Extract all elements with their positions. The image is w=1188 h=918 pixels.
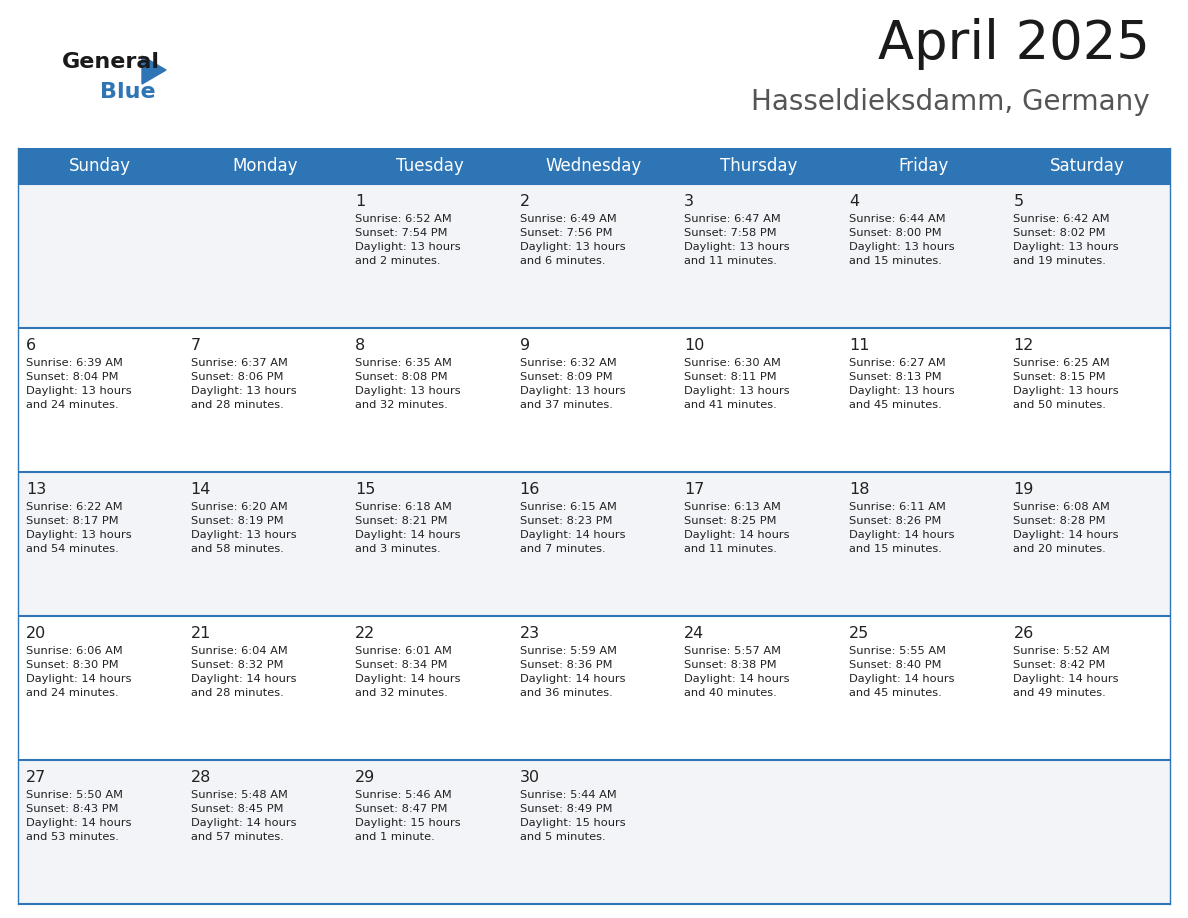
Text: Sunrise: 6:27 AM
Sunset: 8:13 PM
Daylight: 13 hours
and 45 minutes.: Sunrise: 6:27 AM Sunset: 8:13 PM Dayligh… [849,358,954,410]
Bar [18,616,1170,760]
Text: 29: 29 [355,770,375,785]
Text: Sunrise: 6:44 AM
Sunset: 8:00 PM
Daylight: 13 hours
and 15 minutes.: Sunrise: 6:44 AM Sunset: 8:00 PM Dayligh… [849,214,954,266]
Text: Sunrise: 6:39 AM
Sunset: 8:04 PM
Daylight: 13 hours
and 24 minutes.: Sunrise: 6:39 AM Sunset: 8:04 PM Dayligh… [26,358,132,410]
Text: Sunrise: 6:47 AM
Sunset: 7:58 PM
Daylight: 13 hours
and 11 minutes.: Sunrise: 6:47 AM Sunset: 7:58 PM Dayligh… [684,214,790,266]
Text: 17: 17 [684,482,704,497]
Text: 21: 21 [190,626,211,641]
Text: Sunrise: 6:37 AM
Sunset: 8:06 PM
Daylight: 13 hours
and 28 minutes.: Sunrise: 6:37 AM Sunset: 8:06 PM Dayligh… [190,358,296,410]
Text: Sunrise: 6:01 AM
Sunset: 8:34 PM
Daylight: 14 hours
and 32 minutes.: Sunrise: 6:01 AM Sunset: 8:34 PM Dayligh… [355,646,461,698]
Text: 8: 8 [355,338,366,353]
Text: 6: 6 [26,338,36,353]
Text: 13: 13 [26,482,46,497]
Text: 25: 25 [849,626,870,641]
Text: 2: 2 [519,194,530,209]
Text: Hasseldieksdamm, Germany: Hasseldieksdamm, Germany [751,88,1150,116]
Text: Sunrise: 6:08 AM
Sunset: 8:28 PM
Daylight: 14 hours
and 20 minutes.: Sunrise: 6:08 AM Sunset: 8:28 PM Dayligh… [1013,502,1119,554]
Text: 7: 7 [190,338,201,353]
Text: Sunrise: 5:44 AM
Sunset: 8:49 PM
Daylight: 15 hours
and 5 minutes.: Sunrise: 5:44 AM Sunset: 8:49 PM Dayligh… [519,790,625,842]
Text: Sunrise: 5:59 AM
Sunset: 8:36 PM
Daylight: 14 hours
and 36 minutes.: Sunrise: 5:59 AM Sunset: 8:36 PM Dayligh… [519,646,625,698]
Text: Thursday: Thursday [720,157,797,175]
Text: 12: 12 [1013,338,1034,353]
Text: Sunrise: 6:18 AM
Sunset: 8:21 PM
Daylight: 14 hours
and 3 minutes.: Sunrise: 6:18 AM Sunset: 8:21 PM Dayligh… [355,502,461,554]
Text: 5: 5 [1013,194,1024,209]
Text: 26: 26 [1013,626,1034,641]
Text: 27: 27 [26,770,46,785]
Text: General: General [62,52,160,72]
Text: 30: 30 [519,770,539,785]
Text: Saturday: Saturday [1050,157,1125,175]
Text: 1: 1 [355,194,366,209]
Text: Sunrise: 5:57 AM
Sunset: 8:38 PM
Daylight: 14 hours
and 40 minutes.: Sunrise: 5:57 AM Sunset: 8:38 PM Dayligh… [684,646,790,698]
Text: 15: 15 [355,482,375,497]
Text: Sunrise: 6:15 AM
Sunset: 8:23 PM
Daylight: 14 hours
and 7 minutes.: Sunrise: 6:15 AM Sunset: 8:23 PM Dayligh… [519,502,625,554]
Text: Sunrise: 5:46 AM
Sunset: 8:47 PM
Daylight: 15 hours
and 1 minute.: Sunrise: 5:46 AM Sunset: 8:47 PM Dayligh… [355,790,461,842]
Text: Sunrise: 5:50 AM
Sunset: 8:43 PM
Daylight: 14 hours
and 53 minutes.: Sunrise: 5:50 AM Sunset: 8:43 PM Dayligh… [26,790,132,842]
Text: April 2025: April 2025 [878,18,1150,70]
Bar [18,148,1170,184]
Text: Sunrise: 5:52 AM
Sunset: 8:42 PM
Daylight: 14 hours
and 49 minutes.: Sunrise: 5:52 AM Sunset: 8:42 PM Dayligh… [1013,646,1119,698]
Text: 4: 4 [849,194,859,209]
Text: Sunrise: 6:32 AM
Sunset: 8:09 PM
Daylight: 13 hours
and 37 minutes.: Sunrise: 6:32 AM Sunset: 8:09 PM Dayligh… [519,358,625,410]
Bar [18,328,1170,472]
Text: 23: 23 [519,626,539,641]
Text: Friday: Friday [898,157,948,175]
Text: Sunrise: 6:25 AM
Sunset: 8:15 PM
Daylight: 13 hours
and 50 minutes.: Sunrise: 6:25 AM Sunset: 8:15 PM Dayligh… [1013,358,1119,410]
Text: 18: 18 [849,482,870,497]
Text: Sunrise: 6:49 AM
Sunset: 7:56 PM
Daylight: 13 hours
and 6 minutes.: Sunrise: 6:49 AM Sunset: 7:56 PM Dayligh… [519,214,625,266]
Text: 11: 11 [849,338,870,353]
Text: Monday: Monday [232,157,298,175]
Bar [18,472,1170,616]
Text: 28: 28 [190,770,211,785]
Text: Sunrise: 5:55 AM
Sunset: 8:40 PM
Daylight: 14 hours
and 45 minutes.: Sunrise: 5:55 AM Sunset: 8:40 PM Dayligh… [849,646,954,698]
Text: 10: 10 [684,338,704,353]
Text: 9: 9 [519,338,530,353]
Text: Sunrise: 6:42 AM
Sunset: 8:02 PM
Daylight: 13 hours
and 19 minutes.: Sunrise: 6:42 AM Sunset: 8:02 PM Dayligh… [1013,214,1119,266]
Text: 16: 16 [519,482,541,497]
Text: 19: 19 [1013,482,1034,497]
Text: 14: 14 [190,482,211,497]
Text: Sunday: Sunday [69,157,132,175]
Text: Sunrise: 6:22 AM
Sunset: 8:17 PM
Daylight: 13 hours
and 54 minutes.: Sunrise: 6:22 AM Sunset: 8:17 PM Dayligh… [26,502,132,554]
Text: 3: 3 [684,194,694,209]
Bar [18,760,1170,904]
Text: 24: 24 [684,626,704,641]
Text: Wednesday: Wednesday [545,157,643,175]
Text: Sunrise: 6:11 AM
Sunset: 8:26 PM
Daylight: 14 hours
and 15 minutes.: Sunrise: 6:11 AM Sunset: 8:26 PM Dayligh… [849,502,954,554]
Text: Sunrise: 6:13 AM
Sunset: 8:25 PM
Daylight: 14 hours
and 11 minutes.: Sunrise: 6:13 AM Sunset: 8:25 PM Dayligh… [684,502,790,554]
Text: Sunrise: 6:30 AM
Sunset: 8:11 PM
Daylight: 13 hours
and 41 minutes.: Sunrise: 6:30 AM Sunset: 8:11 PM Dayligh… [684,358,790,410]
Text: Sunrise: 6:52 AM
Sunset: 7:54 PM
Daylight: 13 hours
and 2 minutes.: Sunrise: 6:52 AM Sunset: 7:54 PM Dayligh… [355,214,461,266]
Text: Blue: Blue [100,82,156,102]
Text: 20: 20 [26,626,46,641]
Bar [18,184,1170,328]
Text: Sunrise: 6:20 AM
Sunset: 8:19 PM
Daylight: 13 hours
and 58 minutes.: Sunrise: 6:20 AM Sunset: 8:19 PM Dayligh… [190,502,296,554]
Text: Sunrise: 6:04 AM
Sunset: 8:32 PM
Daylight: 14 hours
and 28 minutes.: Sunrise: 6:04 AM Sunset: 8:32 PM Dayligh… [190,646,296,698]
Text: Tuesday: Tuesday [396,157,463,175]
Polygon shape [143,56,166,84]
Text: 22: 22 [355,626,375,641]
Text: Sunrise: 6:06 AM
Sunset: 8:30 PM
Daylight: 14 hours
and 24 minutes.: Sunrise: 6:06 AM Sunset: 8:30 PM Dayligh… [26,646,132,698]
Text: Sunrise: 5:48 AM
Sunset: 8:45 PM
Daylight: 14 hours
and 57 minutes.: Sunrise: 5:48 AM Sunset: 8:45 PM Dayligh… [190,790,296,842]
Text: Sunrise: 6:35 AM
Sunset: 8:08 PM
Daylight: 13 hours
and 32 minutes.: Sunrise: 6:35 AM Sunset: 8:08 PM Dayligh… [355,358,461,410]
